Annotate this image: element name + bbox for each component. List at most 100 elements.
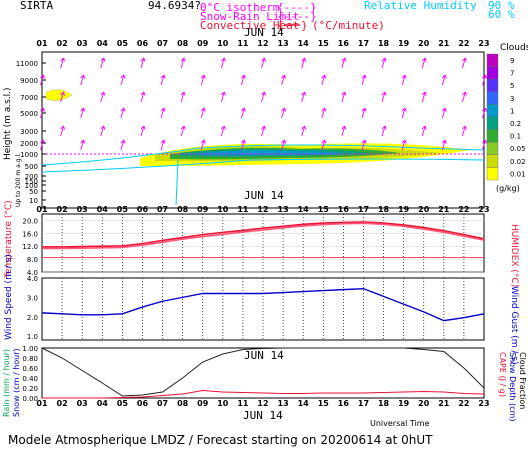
wind-arrow [482,74,486,86]
isotherm-legend-dashes: {----} [277,1,317,14]
wind-arrow [120,139,125,151]
cloud-y-tick-50: 50 [29,188,38,196]
cloud-y-tick-9000: 9000 [20,77,38,85]
wind-arrow-head [301,91,307,96]
cloud-y-ticks: 1100090007000500030002000100050020015010… [16,60,46,205]
wind-arrow-head [200,107,206,112]
hour-tick-label-bottom-08: 08 [177,399,189,408]
clouds-legend-swatch [486,116,499,130]
hour-tick-label-top-17: 17 [358,39,369,48]
hour-tick-label-bottom-22: 22 [458,399,469,408]
snow-rain-legend-dashes: {----} [277,10,317,23]
wind-arrow-head [341,91,347,96]
hour-tick-label-bottom-18: 18 [378,399,390,408]
cloud-ylabel2: Up to 200 m a.g.l. [15,153,22,207]
cloud-y-tick-500: 500 [25,163,38,171]
hour-tick-label-top-13: 13 [278,39,289,48]
hour-tick-label-top-19: 19 [398,39,410,48]
wind-arrow-head [261,91,266,96]
hour-tick-label-bottom-10: 10 [217,399,229,408]
clouds-legend-label-0.05: 0.05 [510,145,526,153]
wind-arrow [140,125,145,137]
wind-arrow-head [281,139,287,144]
wind-arrow [321,107,326,119]
wind-arrow [341,125,346,137]
wind-arrow-head [200,74,206,79]
wind-arrow [421,57,426,69]
svg-text:}: } [301,19,308,32]
wind-arrow-head [261,57,266,62]
wind-arrow [441,139,446,151]
wind-arrow [401,139,406,151]
wind-arrow [80,107,85,119]
rh-contour-drop [175,159,179,206]
wind-arrow [361,107,366,119]
wind-arrow [261,125,265,137]
wind-arrow-head [441,139,447,144]
cloud-y-tick-200: 200 [25,173,38,181]
wind-arrow-head [401,107,407,112]
hour-tick-label-bottom-13: 13 [278,399,289,408]
wind-arrow-head [180,91,186,96]
wind-arrow [381,91,386,103]
temp-y-tick-8.0: 8.0 [27,256,38,264]
hour-axis-mid: 01 02 03 04 05 06 07 08 09 10 11 12 13 14 15 16 17 18 19 20… [36,205,489,214]
convective-legend: Convective Heat [200,19,299,32]
hour-tick-label-mid-23: 23 [478,205,489,214]
isotherm-legend: 0°C isotherm [200,1,280,14]
forecast-title: Modele Atmospherique LMDZ / Forecast sta… [8,433,433,447]
wind-arrow-head [100,57,106,62]
wind-arrow [321,74,326,86]
wind-arrow [381,57,386,69]
wind-arrow-head [60,91,66,96]
hour-tick-label-top-22: 22 [458,39,469,48]
wind-plot: 4.0 3.0 2.0 1.0 [27,275,485,341]
hour-tick-label-mid-21: 21 [438,205,450,214]
hour-tick-label-bottom-05: 05 [117,399,129,408]
temp-y-tick-16.0: 16.0 [22,230,38,238]
wind-arrow-head [482,107,487,112]
clouds-legend-label-0.2: 0.2 [510,120,521,128]
wind-arrow [441,107,446,119]
wind-arrow-head [220,57,226,62]
temperature-panel: 20.0 16.0 12.0 8.0 4.0 Temperature (°C) HUMI… [4,200,519,287]
wind-arrow [60,91,65,103]
rain-ylabel: Rain (mm / hour) [2,349,11,417]
wind-arrow [220,125,225,137]
hour-tick-label-mid-09: 09 [197,205,209,214]
hour-tick-label-bottom-09: 09 [197,399,209,408]
hour-tick-label-top-16: 16 [338,39,350,48]
wind-arrow-head [120,139,126,144]
wind-y-tick-4.0: 4.0 [27,275,38,283]
wind-arrow [100,125,105,137]
clouds-legend-swatch [486,167,499,181]
hour-tick-label-bottom-12: 12 [257,399,268,408]
wind-arrow [80,139,85,151]
wind-arrow [40,139,44,151]
wind-arrow [421,91,426,103]
wind-arrow-head [381,125,387,130]
hour-tick-label-bottom-14: 14 [298,399,310,408]
cloud-y-tick-1000: 1000 [20,151,38,159]
clouds-legend: Clouds (g/kg) 9 7 5 3 1 0.2 0.1 0.05 0.02 0.01 [486,43,528,193]
cloud-features [41,89,485,206]
wind-arrow-head [401,139,407,144]
hour-tick-label-top-18: 18 [378,39,390,48]
clouds-legend-label-5: 5 [510,82,514,90]
hour-tick-label-mid-06: 06 [137,205,149,214]
wind-arrow [140,57,145,69]
wind-y-tick-2.0: 2.0 [27,314,38,322]
wind-arrow-head [281,74,287,79]
wind-arrow-head [462,91,467,96]
wind-arrow-head [421,57,427,62]
cloud-y-tick-7000: 7000 [20,94,38,102]
hour-tick-label-bottom-04: 04 [97,399,109,408]
cloud-y-tick-150: 150 [25,178,38,186]
cloud-y-tick-5000: 5000 [20,110,38,118]
wind-arrow-head [160,139,166,144]
temperature-ylabel: Temperature (°C) [4,200,14,279]
cloud-layer-core [200,150,345,156]
cloud-ylabel: Height (m a.s.l.) [3,87,13,160]
wind-arrow [281,139,286,151]
wind-speed-ylabel: Wind Speed (m / s) [4,254,14,340]
